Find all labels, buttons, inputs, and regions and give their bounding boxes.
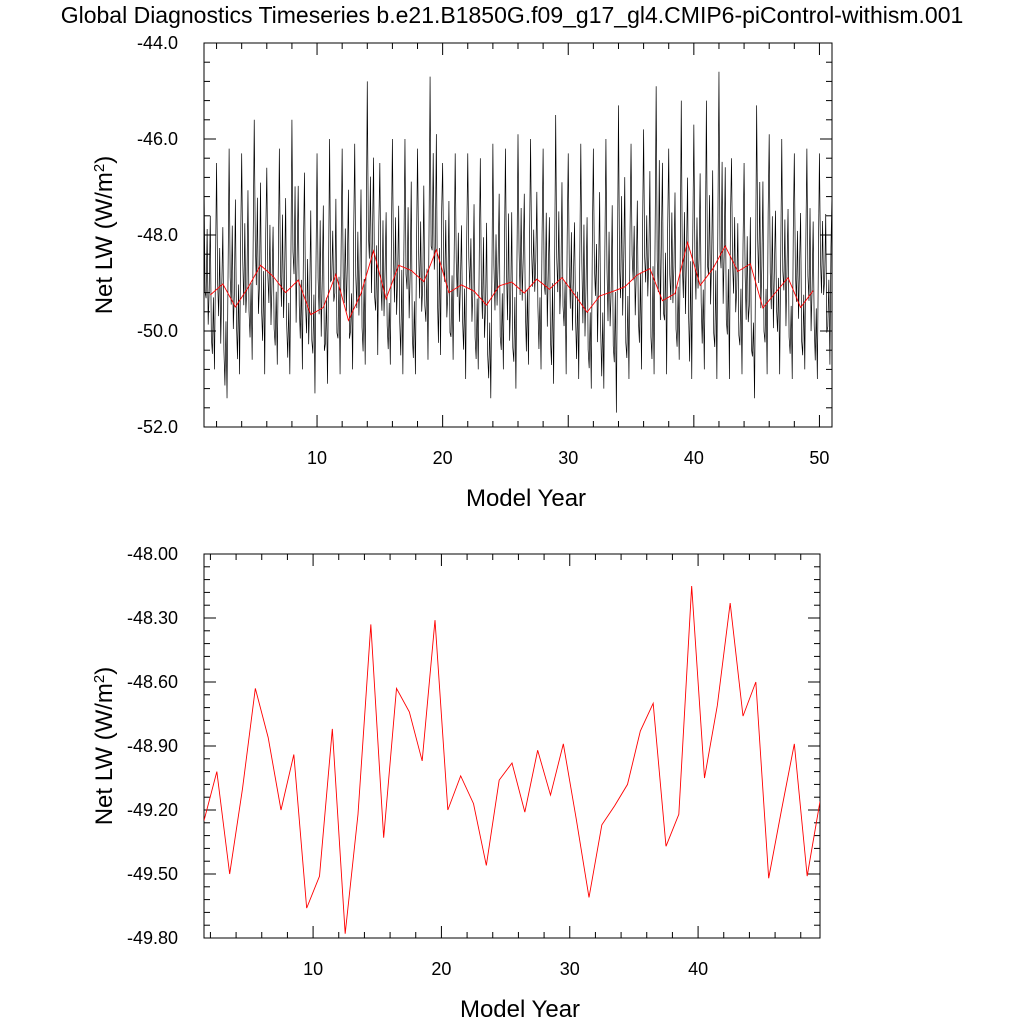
y-tick-label: -48.60 xyxy=(127,672,178,692)
y-tick-label: -48.30 xyxy=(127,608,178,628)
x-tick-label: 30 xyxy=(558,448,578,468)
plot-frame xyxy=(203,553,821,939)
annual-mean-line xyxy=(204,585,820,934)
y-tick-label: -49.20 xyxy=(127,800,178,820)
y-axis-label-close: ) xyxy=(91,667,118,675)
y-tick-label: -44.0 xyxy=(137,33,178,53)
x-axis-label: Model Year xyxy=(466,485,586,512)
y-tick-label: -52.0 xyxy=(137,417,178,437)
chart-title: Global Diagnostics Timeseries b.e21.B185… xyxy=(60,2,964,28)
x-tick-label: 50 xyxy=(809,448,829,468)
y-tick-label: -48.0 xyxy=(137,225,178,245)
x-tick-label: 10 xyxy=(303,959,323,979)
y-tick-label: -48.00 xyxy=(127,544,178,564)
chart-panel-2: -49.80 -49.50 -49.20 -48.90 -48.60 -48.30 -48.… xyxy=(91,544,821,1023)
y-axis-label: Net LW (W/m2) xyxy=(91,156,119,315)
y-tick-label: -49.50 xyxy=(127,864,178,884)
y-axis-label-superscript: 2 xyxy=(91,675,108,683)
x-tick-label: 10 xyxy=(307,448,327,468)
y-tick-label: -49.80 xyxy=(127,928,178,948)
y-tick-label: -48.90 xyxy=(127,736,178,756)
y-tick-label: -50.0 xyxy=(137,321,178,341)
x-tick-label: 40 xyxy=(688,959,708,979)
x-tick-label: 20 xyxy=(433,448,453,468)
x-axis-label: Model Year xyxy=(460,996,580,1023)
y-axis-label-close: ) xyxy=(91,156,118,164)
monthly-series-line xyxy=(204,71,832,413)
y-tick-label: -46.0 xyxy=(137,129,178,149)
x-tick-label: 40 xyxy=(684,448,704,468)
annual-mean-line xyxy=(209,240,814,322)
y-axis-label: Net LW (W/m2) xyxy=(91,667,119,826)
y-axis-label-superscript: 2 xyxy=(91,164,108,172)
x-tick-label: 30 xyxy=(560,959,580,979)
x-tick-label: 20 xyxy=(431,959,451,979)
chart-panel-1: -52.0 -50.0 -48.0 -46.0 -44.0 10 20 30 40 50 Model… xyxy=(91,33,833,512)
